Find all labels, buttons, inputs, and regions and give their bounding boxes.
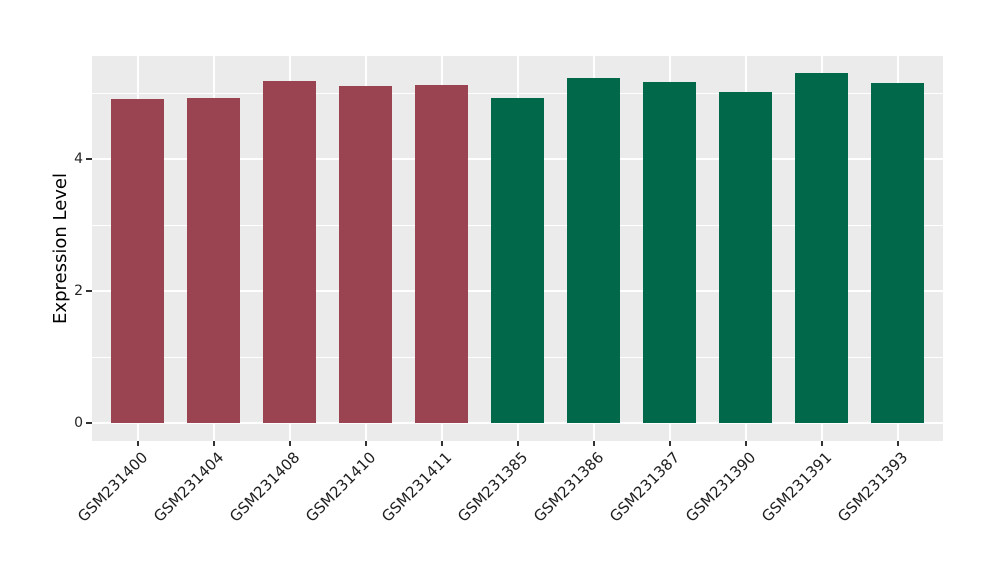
- x-tick-label-GSM231408: GSM231408: [226, 448, 304, 526]
- x-tick-label-GSM231411: GSM231411: [378, 448, 456, 526]
- x-tick-mark-GSM231411: [440, 441, 443, 446]
- y-tick-mark-0: [86, 422, 92, 424]
- bar-GSM231385: [490, 98, 545, 423]
- y-tick-label-0: 0: [74, 415, 83, 431]
- plot-panel: [92, 56, 943, 441]
- x-tick-mark-GSM231404: [212, 441, 215, 446]
- y-tick-label-2: 2: [74, 283, 83, 299]
- bar-GSM231408: [262, 81, 317, 423]
- x-tick-mark-GSM231410: [364, 441, 367, 446]
- x-tick-mark-GSM231385: [516, 441, 519, 446]
- x-tick-mark-GSM231390: [744, 441, 747, 446]
- x-tick-mark-GSM231393: [896, 441, 899, 446]
- bar-GSM231404: [186, 98, 241, 423]
- x-tick-mark-GSM231400: [136, 441, 139, 446]
- y-axis-title-wrap: Expression Level: [46, 56, 74, 441]
- x-tick-label-GSM231404: GSM231404: [150, 448, 228, 526]
- x-tick-label-GSM231391: GSM231391: [758, 448, 836, 526]
- x-tick-label-GSM231393: GSM231393: [834, 448, 912, 526]
- bar-GSM231386: [566, 78, 621, 423]
- bar-GSM231391: [794, 73, 849, 423]
- x-tick-label-GSM231390: GSM231390: [682, 448, 760, 526]
- y-tick-label-4: 4: [74, 151, 83, 167]
- x-tick-label-GSM231400: GSM231400: [74, 448, 152, 526]
- x-tick-label-GSM231386: GSM231386: [530, 448, 608, 526]
- x-tick-mark-GSM231391: [820, 441, 823, 446]
- bar-GSM231411: [414, 85, 469, 423]
- bar-GSM231410: [338, 85, 393, 423]
- y-tick-mark-4: [86, 158, 92, 160]
- y-axis-title: Expression Level: [49, 173, 71, 324]
- x-tick-mark-GSM231408: [288, 441, 291, 446]
- x-tick-label-GSM231410: GSM231410: [302, 448, 380, 526]
- bar-GSM231390: [718, 91, 773, 423]
- x-tick-mark-GSM231386: [592, 441, 595, 446]
- y-tick-mark-2: [86, 290, 92, 292]
- x-tick-mark-GSM231387: [668, 441, 671, 446]
- bar-GSM231387: [642, 81, 697, 423]
- bar-GSM231400: [110, 98, 165, 423]
- x-tick-label-GSM231387: GSM231387: [606, 448, 684, 526]
- x-tick-label-GSM231385: GSM231385: [454, 448, 532, 526]
- bar-GSM231393: [870, 83, 925, 423]
